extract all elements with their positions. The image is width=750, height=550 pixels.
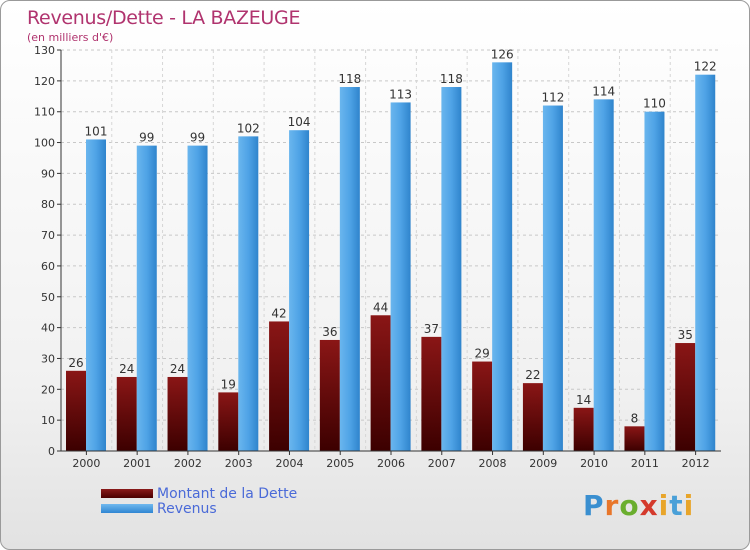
- y-tick-label: 100: [34, 137, 55, 150]
- bar-debt-2010: [573, 407, 594, 451]
- y-tick-label: 60: [41, 260, 55, 273]
- data-label-revenue-2012: 122: [694, 60, 717, 74]
- x-tick-label-2009: 2009: [529, 457, 557, 470]
- bar-revenue-2012: [695, 74, 716, 451]
- x-tick-label-2001: 2001: [123, 457, 151, 470]
- data-label-debt-2002: 24: [170, 362, 185, 376]
- data-label-revenue-2007: 118: [440, 72, 463, 86]
- bar-debt-2002: [167, 376, 188, 451]
- y-tick-label: 40: [41, 322, 55, 335]
- data-label-debt-2012: 35: [678, 328, 693, 342]
- bar-revenue-2002: [187, 145, 208, 451]
- data-label-revenue-2002: 99: [190, 131, 205, 145]
- bar-debt-2006: [370, 315, 391, 451]
- x-tick-label-2005: 2005: [326, 457, 354, 470]
- x-tick-label-2007: 2007: [428, 457, 456, 470]
- y-tick-label: 90: [41, 167, 55, 180]
- bar-revenue-2008: [492, 62, 513, 451]
- bar-debt-2011: [624, 426, 645, 451]
- x-tick-label-2011: 2011: [631, 457, 659, 470]
- y-tick-label: 50: [41, 291, 55, 304]
- data-label-revenue-2008: 126: [491, 47, 514, 61]
- y-tick-label: 20: [41, 383, 55, 396]
- bar-debt-2008: [472, 361, 493, 451]
- x-tick-label-2002: 2002: [174, 457, 202, 470]
- y-tick-label: 70: [41, 229, 55, 242]
- x-tick-label-2003: 2003: [225, 457, 253, 470]
- bar-debt-2000: [66, 370, 86, 451]
- data-label-debt-2004: 42: [271, 306, 286, 320]
- y-tick-label: 10: [41, 414, 55, 427]
- data-label-debt-2005: 36: [322, 325, 337, 339]
- data-label-revenue-2000: 101: [85, 124, 108, 138]
- y-tick-label: 30: [41, 352, 55, 365]
- bar-debt-2005: [319, 339, 340, 451]
- x-tick-label-2008: 2008: [479, 457, 507, 470]
- legend-label-revenue: Revenus: [157, 501, 217, 517]
- legend-swatch-debt: [101, 489, 153, 498]
- bar-debt-2003: [218, 392, 239, 451]
- data-label-revenue-2006: 113: [389, 87, 412, 101]
- data-label-revenue-2003: 102: [237, 121, 260, 135]
- bar-debt-2009: [522, 383, 543, 451]
- y-tick-label: 130: [34, 44, 55, 57]
- data-label-debt-2010: 14: [576, 393, 591, 407]
- bar-revenue-2006: [390, 102, 411, 451]
- x-tick-label-2000: 2000: [72, 457, 100, 470]
- bar-revenue-2001: [136, 145, 157, 451]
- x-tick-label-2012: 2012: [682, 457, 710, 470]
- data-label-debt-2007: 37: [424, 322, 439, 336]
- x-tick-label-2010: 2010: [580, 457, 608, 470]
- chart-subtitle: (en milliers d'€): [27, 31, 114, 44]
- x-tick-label-2004: 2004: [275, 457, 303, 470]
- chart-title: Revenus/Dette - LA BAZEUGE: [27, 7, 301, 29]
- bar-revenue-2005: [339, 87, 360, 451]
- bar-debt-2007: [421, 336, 442, 451]
- bar-debt-2001: [116, 376, 137, 451]
- bar-revenue-2000: [86, 139, 106, 451]
- data-label-debt-2011: 8: [631, 411, 639, 425]
- data-label-revenue-2001: 99: [139, 131, 154, 145]
- data-label-revenue-2011: 110: [643, 97, 666, 111]
- bar-revenue-2010: [593, 99, 614, 451]
- data-label-debt-2001: 24: [119, 362, 134, 376]
- data-label-debt-2008: 29: [475, 347, 490, 361]
- y-tick-label: 0: [48, 445, 55, 458]
- bar-revenue-2007: [441, 87, 462, 451]
- data-label-revenue-2009: 112: [541, 91, 564, 105]
- y-tick-label: 120: [34, 75, 55, 88]
- bar-revenue-2009: [542, 105, 563, 452]
- bar-debt-2004: [269, 321, 290, 451]
- x-tick-label-2006: 2006: [377, 457, 405, 470]
- y-tick-label: 80: [41, 198, 55, 211]
- data-label-revenue-2004: 104: [288, 115, 311, 129]
- legend-label-debt: Montant de la Dette: [157, 486, 298, 502]
- data-label-debt-2000: 26: [68, 356, 83, 370]
- bar-revenue-2003: [238, 136, 259, 451]
- bar-debt-2012: [675, 343, 696, 451]
- data-label-debt-2009: 22: [525, 368, 540, 382]
- bar-revenue-2011: [644, 111, 665, 451]
- data-label-debt-2003: 19: [221, 377, 236, 391]
- data-label-revenue-2010: 114: [592, 84, 615, 98]
- legend-swatch-revenue: [101, 504, 153, 513]
- proxiti-logo: Proxiti: [583, 489, 695, 522]
- y-tick-label: 110: [34, 106, 55, 119]
- bar-revenue-2004: [289, 130, 310, 451]
- data-label-revenue-2005: 118: [338, 72, 361, 86]
- data-label-debt-2006: 44: [373, 300, 388, 314]
